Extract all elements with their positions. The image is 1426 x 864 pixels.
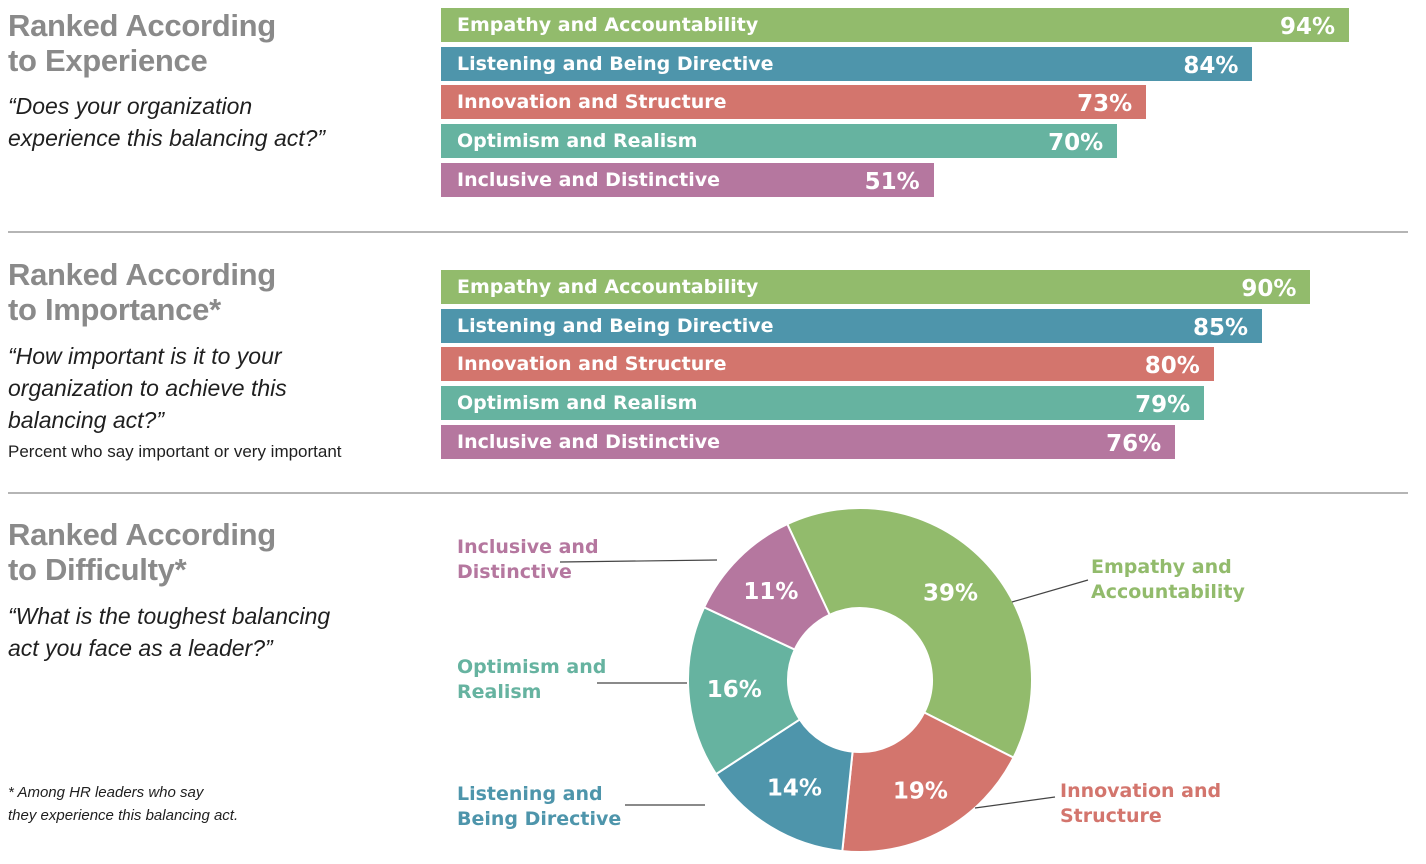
donut-value-label: 14% bbox=[767, 776, 822, 802]
experience-question: “Does your organization experience this … bbox=[8, 90, 325, 154]
importance-question-line3: balancing act?” bbox=[8, 407, 164, 433]
importance-bar-value: 85% bbox=[1193, 314, 1249, 341]
donut-leader-line bbox=[559, 559, 718, 563]
footnote-line2: they experience this balancing act. bbox=[8, 807, 239, 824]
importance-bar-value: 76% bbox=[1106, 430, 1162, 457]
importance-title-line1: Ranked According bbox=[8, 257, 276, 292]
importance-bar-label: Empathy and Accountability bbox=[457, 276, 759, 298]
importance-bar-value: 80% bbox=[1144, 353, 1200, 380]
experience-bar: Listening and Being Directive 84% bbox=[441, 46, 1253, 81]
difficulty-title-line1: Ranked According bbox=[8, 517, 276, 552]
importance-question-line2: organization to achieve this bbox=[8, 375, 287, 401]
experience-bar-value: 70% bbox=[1048, 130, 1104, 157]
experience-bar-chart: Empathy and Accountability 94% Listening a… bbox=[441, 8, 1407, 200]
experience-bar-label: Empathy and Accountability bbox=[457, 14, 759, 36]
divider-1 bbox=[8, 231, 1408, 233]
donut-category-label: Listening and bbox=[457, 783, 603, 805]
importance-bar: Optimism and Realism 79% bbox=[441, 386, 1205, 421]
importance-note: Percent who say important or very import… bbox=[8, 442, 342, 461]
donut-leader-line bbox=[974, 796, 1056, 809]
donut-category-label: Inclusive and bbox=[457, 536, 599, 558]
importance-title-line2: to Importance* bbox=[8, 292, 221, 327]
donut-category-label: Structure bbox=[1060, 805, 1162, 827]
experience-bar-value: 51% bbox=[864, 168, 920, 195]
importance-bar-label: Optimism and Realism bbox=[457, 392, 698, 415]
donut-slice bbox=[702, 522, 831, 651]
experience-bar: Empathy and Accountability 94% bbox=[441, 8, 1350, 42]
experience-bar-label: Listening and Being Directive bbox=[457, 52, 774, 75]
experience-bar: Optimism and Realism 70% bbox=[441, 124, 1118, 159]
donut-slice bbox=[785, 507, 1033, 759]
difficulty-title: Ranked According to Difficulty* bbox=[8, 517, 276, 587]
importance-bar: Listening and Being Directive 85% bbox=[441, 308, 1263, 343]
difficulty-question-line1: “What is the toughest balancing bbox=[8, 603, 331, 629]
donut-slice bbox=[687, 605, 802, 776]
experience-bar: Inclusive and Distinctive 51% bbox=[441, 162, 934, 197]
donut-value-label: 19% bbox=[893, 779, 948, 805]
donut-category-label: Distinctive bbox=[457, 561, 572, 583]
experience-bar-label: Inclusive and Distinctive bbox=[457, 168, 721, 191]
importance-bar-chart: Empathy and Accountability 90% Listening a… bbox=[441, 270, 1407, 462]
donut-value-label: 11% bbox=[743, 579, 798, 605]
footnote-line1: * Among HR leaders who say bbox=[8, 784, 204, 801]
importance-title: Ranked According to Importance* bbox=[8, 257, 276, 327]
experience-bar-value: 73% bbox=[1077, 91, 1133, 118]
importance-question-line1: “How important is it to your bbox=[8, 343, 282, 369]
donut-value-label: 16% bbox=[707, 677, 762, 703]
donut-category-label: Being Directive bbox=[457, 808, 621, 830]
difficulty-donut-chart: 39% Empathy and Accountability 19% Innovatio… bbox=[457, 507, 1245, 853]
importance-bar: Innovation and Structure 80% bbox=[441, 347, 1214, 382]
donut-category-label: Empathy and bbox=[1091, 556, 1232, 578]
experience-bar-value: 94% bbox=[1279, 14, 1336, 40]
experience-bar-label: Optimism and Realism bbox=[457, 130, 698, 153]
donut-category-label: Accountability bbox=[1091, 581, 1245, 603]
experience-title-line2: to Experience bbox=[8, 43, 208, 78]
experience-bar-label: Innovation and Structure bbox=[457, 91, 727, 114]
donut-category-label: Realism bbox=[457, 681, 541, 703]
experience-title-line1: Ranked According bbox=[8, 8, 276, 43]
importance-bar-label: Inclusive and Distinctive bbox=[457, 430, 721, 453]
donut-category-label: Innovation and bbox=[1060, 780, 1221, 802]
experience-bar-value: 84% bbox=[1183, 52, 1239, 79]
importance-question: “How important is it to your organizatio… bbox=[8, 340, 287, 436]
donut-slice bbox=[841, 711, 1015, 853]
importance-bar-value: 90% bbox=[1241, 276, 1297, 302]
experience-question-line2: experience this balancing act?” bbox=[8, 125, 326, 151]
experience-bar: Innovation and Structure 73% bbox=[441, 85, 1147, 120]
donut-leader-line bbox=[1011, 579, 1089, 603]
importance-bar-label: Innovation and Structure bbox=[457, 353, 727, 376]
importance-bar-label: Listening and Being Directive bbox=[457, 314, 774, 337]
importance-bar: Inclusive and Distinctive 76% bbox=[441, 424, 1176, 459]
divider-2 bbox=[8, 492, 1408, 494]
importance-bar: Empathy and Accountability 90% bbox=[441, 270, 1311, 304]
donut-category-label: Optimism and bbox=[457, 656, 606, 678]
importance-bar-value: 79% bbox=[1135, 392, 1191, 419]
footnote: * Among HR leaders who say they experien… bbox=[8, 781, 238, 827]
difficulty-question: “What is the toughest balancing act you … bbox=[8, 600, 330, 664]
difficulty-title-line2: to Difficulty* bbox=[8, 552, 187, 587]
experience-question-line1: “Does your organization bbox=[8, 93, 253, 119]
difficulty-question-line2: act you face as a leader?” bbox=[8, 635, 273, 661]
donut-value-label: 39% bbox=[923, 580, 978, 606]
experience-title: Ranked According to Experience bbox=[8, 8, 276, 78]
